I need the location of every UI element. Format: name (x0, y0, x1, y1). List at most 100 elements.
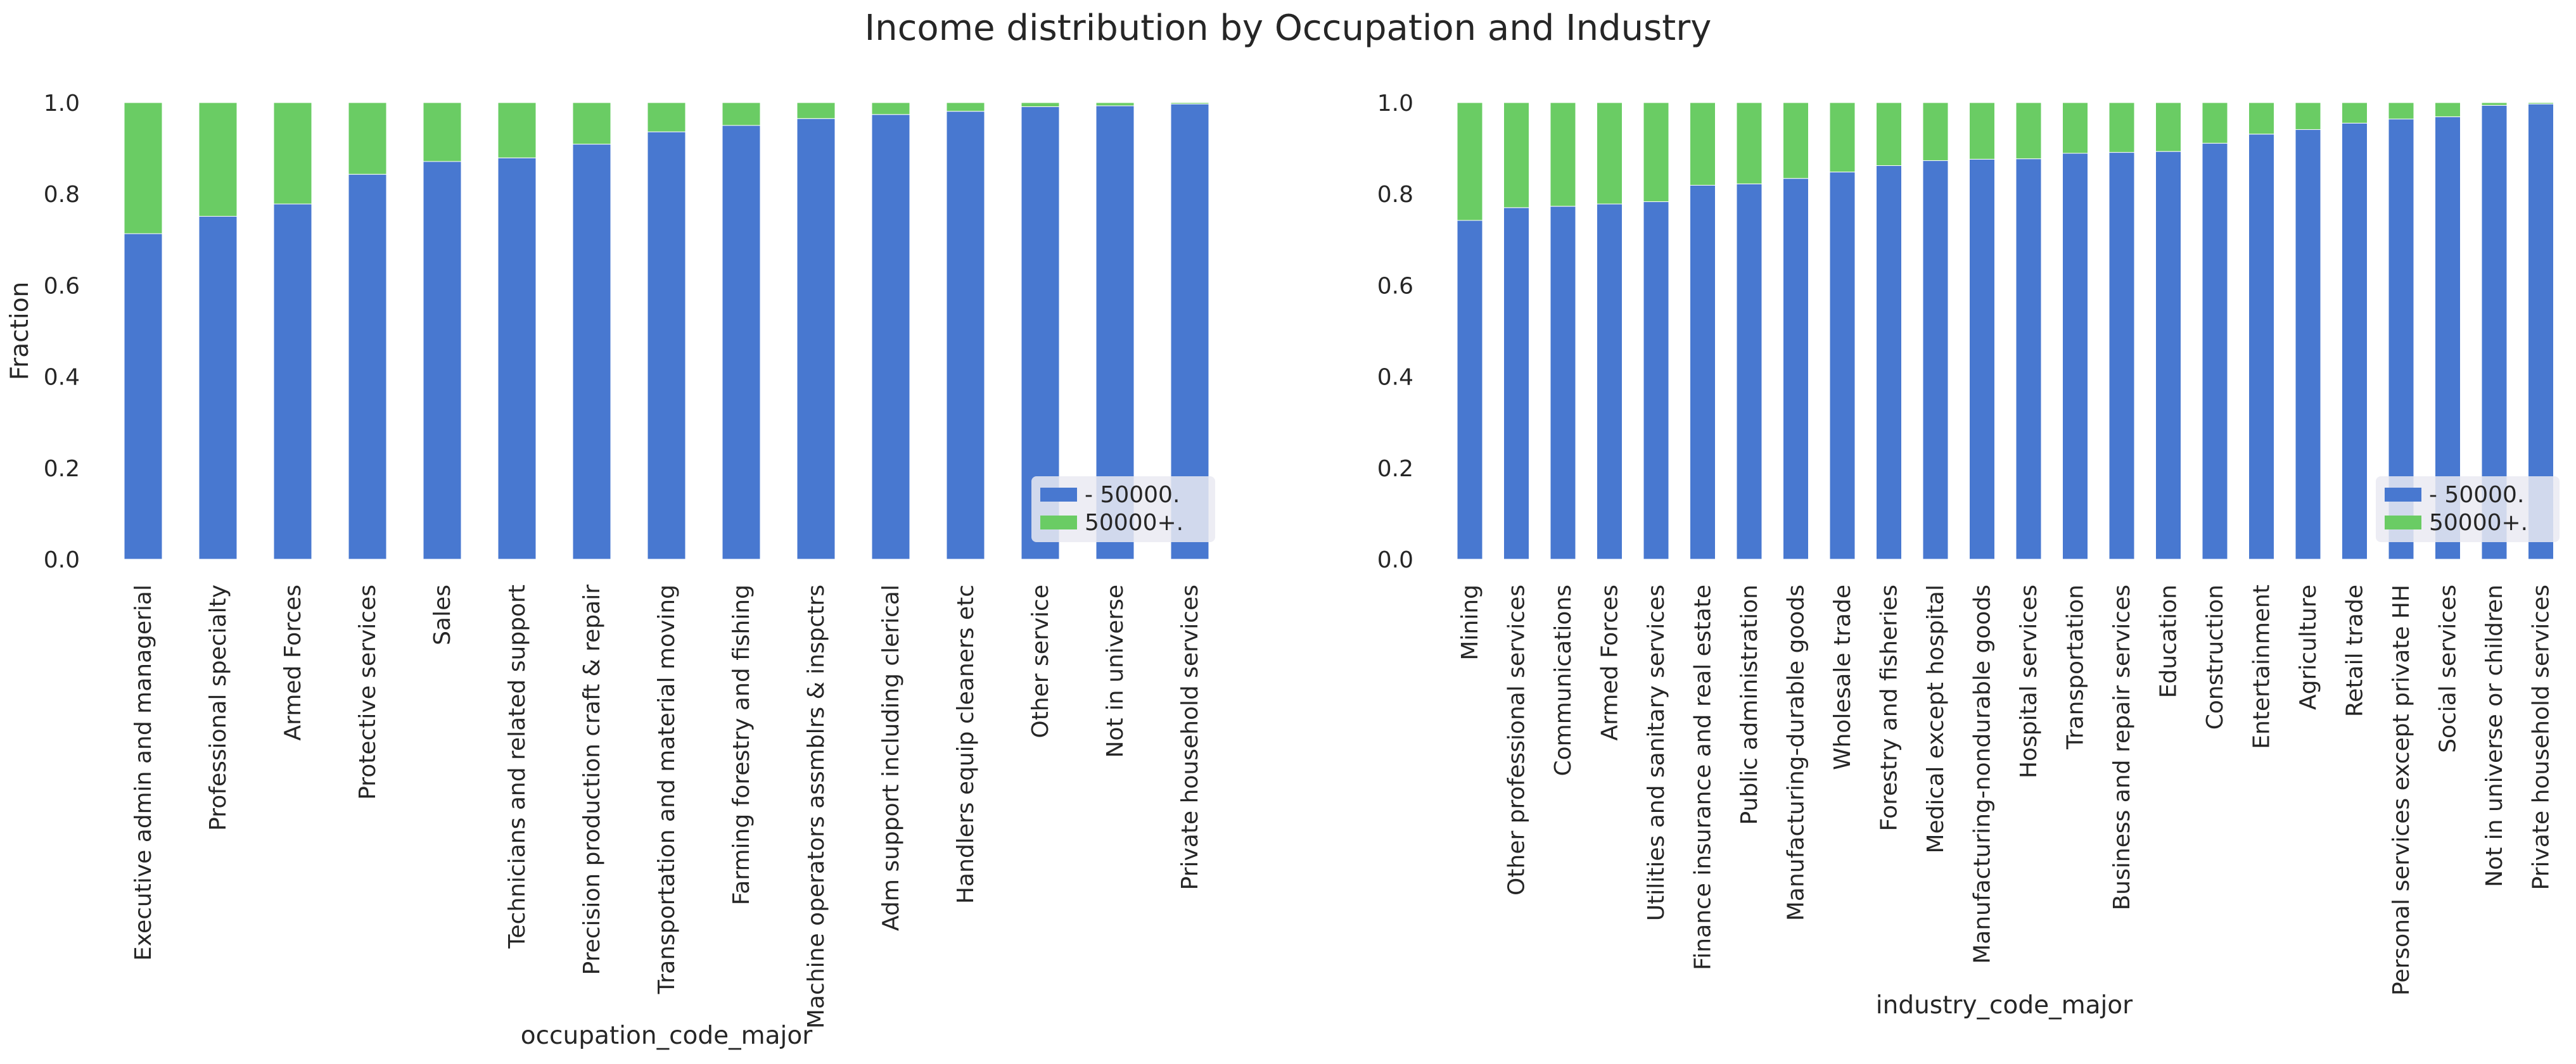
chart1-bar-above (796, 102, 836, 119)
chart2-bar-above (1829, 102, 1856, 173)
chart1-bar-below (722, 125, 761, 560)
chart2-bar-above (2481, 102, 2508, 106)
chart2-bar-above (1643, 102, 1669, 202)
chart2-ytick-label: 0.2 (1377, 456, 1413, 482)
chart1-ytick-label: 0.4 (44, 365, 80, 391)
chart2-bar-above (2062, 102, 2088, 154)
chart2-bar-below (2342, 122, 2368, 560)
chart2-xlabel: industry_code_major (1876, 991, 2133, 1020)
chart1-xtick-label: Adm support including clerical (878, 585, 904, 931)
chart1-bar-below (348, 174, 387, 560)
chart1-ytick-label: 0.8 (44, 182, 80, 208)
chart2-legend-swatch (2385, 488, 2421, 502)
chart1-bar-above (423, 102, 462, 162)
chart1-bar-below (273, 203, 312, 560)
chart2-xtick-label: Armed Forces (1597, 585, 1623, 740)
chart2-bar-above (1503, 102, 1529, 208)
chart2-bar-below (2202, 142, 2228, 560)
chart2-xtick-label: Utilities and sanitary services (1643, 585, 1669, 921)
chart1-xtick-label: Other service (1028, 585, 1054, 738)
chart2-xtick-label: Education (2156, 585, 2182, 698)
chart2-xtick-label: Personal services except private HH (2388, 585, 2414, 996)
chart1-xtick-label: Machine operators assmblrs & inspctrs (803, 585, 829, 1029)
chart1-ytick-label: 0.6 (44, 273, 80, 299)
chart2-bar-above (1922, 102, 1949, 162)
chart2-bar-above (1969, 102, 1995, 160)
chart2-bar-above (2248, 102, 2274, 135)
chart1-legend-label: - 50000. (1085, 482, 1180, 508)
chart1-ylabel: Fraction (6, 282, 34, 381)
chart2-bar-below (1829, 172, 1856, 560)
chart2-bar-below (1550, 206, 1576, 560)
chart2-bar-below (1457, 220, 1483, 560)
chart1-legend-swatch (1040, 488, 1077, 502)
chart2-legend-swatch (2385, 516, 2421, 529)
chart1-bar-above (647, 102, 686, 132)
chart1-legend-label: 50000+. (1085, 510, 1183, 536)
chart2-bar-above (2015, 102, 2042, 160)
chart2-bar-above (1736, 102, 1763, 184)
chart2-xtick-label: Forestry and fisheries (1877, 585, 1903, 831)
chart2-xtick-label: Finance insurance and real estate (1690, 585, 1716, 970)
chart2-xtick-label: Medical except hospital (1923, 585, 1949, 854)
chart2-xtick-label: Business and repair services (2109, 585, 2135, 910)
chart1-xtick-label: Not in universe (1102, 585, 1128, 758)
chart2-legend-label: - 50000. (2429, 482, 2524, 508)
chart2-bar-below (1690, 185, 1716, 560)
chart1-xtick-label: Farming forestry and fishing (729, 585, 755, 905)
chart1-xtick-label: Armed Forces (280, 585, 306, 740)
chart2-xtick-label: Public administration (1737, 585, 1763, 825)
chart1-ytick-label: 0.2 (44, 456, 80, 482)
chart2-xtick-label: Other professional services (1504, 585, 1530, 896)
chart2-xtick-label: Private household services (2528, 585, 2554, 890)
chart2-bar-below (1876, 165, 1902, 560)
chart1-legend-swatch (1040, 516, 1077, 529)
chart1-xtick-label: Professional specialty (205, 585, 231, 831)
chart2-bar-below (1736, 183, 1763, 560)
chart2-bar-above (2528, 102, 2554, 104)
chart1-bar-below (124, 233, 163, 560)
chart1-xtick-label: Sales (430, 585, 456, 645)
chart2-bar-above (2155, 102, 2181, 152)
chart2-bar-below (2062, 153, 2088, 560)
figure-title: Income distribution by Occupation and In… (864, 8, 1712, 49)
chart1-bar-above (124, 102, 163, 234)
chart1-ytick-label: 1.0 (44, 91, 80, 117)
chart2-bar-above (2342, 102, 2368, 124)
chart1-xtick-label: Executive admin and managerial (131, 585, 156, 961)
chart2-bar-above (1550, 102, 1576, 207)
chart2-xtick-label: Construction (2202, 585, 2228, 730)
chart2-bar-above (1783, 102, 1809, 179)
chart2-ytick-label: 0.8 (1377, 182, 1413, 208)
chart1-bar-above (722, 102, 761, 126)
chart1-xtick-label: Private household services (1177, 585, 1203, 890)
chart2-bar-above (2388, 102, 2414, 120)
chart1-xtick-label: Precision production craft & repair (579, 585, 605, 975)
chart1-bar-above (946, 102, 985, 112)
chart1-bar-above (1170, 102, 1209, 104)
chart1-bar-below (198, 216, 238, 560)
chart1-bar-above (348, 102, 387, 175)
chart1-xtick-label: Protective services (355, 585, 381, 800)
chart1-xtick-label: Technicians and related support (504, 585, 530, 949)
chart2-bar-above (1876, 102, 1902, 166)
chart1-bar-above (1095, 102, 1135, 106)
chart2-xtick-label: Hospital services (2016, 585, 2042, 778)
chart2-ytick-label: 0.0 (1377, 547, 1413, 573)
chart2-bar-below (2248, 134, 2274, 560)
chart2-xtick-label: Manufacturing-durable goods (1783, 585, 1809, 921)
chart2-bar-above (2295, 102, 2321, 130)
chart1-bar-above (871, 102, 910, 115)
chart2-ytick-label: 0.6 (1377, 273, 1413, 299)
chart1-bar-above (273, 102, 312, 205)
chart2-bar-below (1783, 178, 1809, 560)
chart2-ytick-label: 1.0 (1377, 91, 1413, 117)
chart2-bar-above (1690, 102, 1716, 186)
chart2-legend-box (2376, 476, 2560, 542)
chart1-xtick-label: Handlers equip cleaners etc (953, 585, 979, 904)
chart2-xtick-label: Communications (1550, 585, 1576, 776)
chart1-bar-above (198, 102, 238, 217)
chart2-xtick-label: Transportation (2063, 585, 2089, 750)
chart1-bar-above (497, 102, 537, 158)
